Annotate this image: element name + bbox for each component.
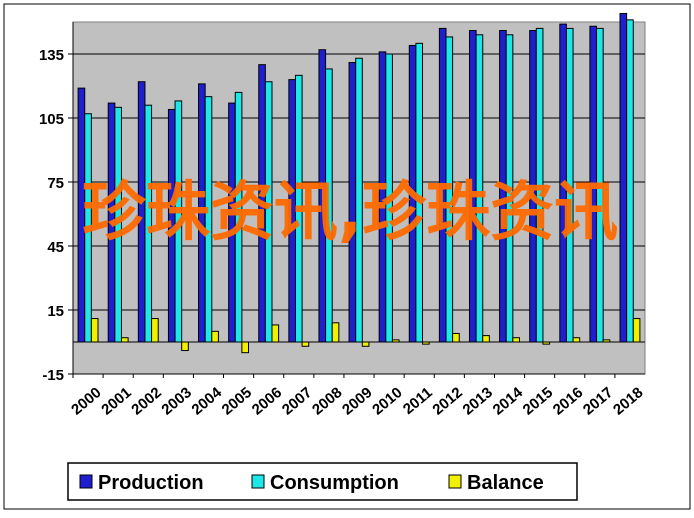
bar-consumption (174, 100, 183, 343)
bar-consumption (294, 74, 303, 343)
bar-consumption (415, 42, 424, 343)
bar-consumption (234, 91, 243, 343)
bar-balance (542, 341, 551, 345)
bar-production (438, 27, 447, 343)
bar-consumption (355, 57, 363, 343)
bar-balance (482, 335, 490, 343)
legend (67, 462, 578, 501)
bar-production (559, 23, 567, 343)
bar-production (258, 64, 266, 343)
bar-consumption (505, 34, 514, 343)
bar-consumption (264, 81, 273, 343)
bar-production (408, 44, 417, 343)
bar-production (107, 102, 116, 343)
bar-balance (572, 337, 581, 343)
bar-production (198, 83, 206, 343)
y-tick-label: -15 (42, 367, 64, 384)
bar-consumption (84, 113, 92, 343)
bar-balance (271, 324, 280, 343)
bar-balance (422, 341, 430, 345)
bar-balance (151, 318, 159, 343)
y-tick-label: 135 (39, 47, 64, 64)
bar-balance (361, 341, 370, 347)
bar-balance (632, 318, 641, 343)
bar-balance (301, 341, 310, 347)
bar-production (378, 51, 387, 343)
bar-production (619, 12, 628, 343)
bar-consumption (114, 106, 122, 343)
bar-balance (512, 337, 520, 343)
bar-production (228, 102, 236, 343)
legend-label-consumption: Consumption (270, 472, 399, 494)
bar-production (288, 79, 296, 343)
bar-production (589, 25, 598, 343)
y-tick-label: 75 (47, 175, 64, 192)
legend-swatch-balance (448, 474, 462, 489)
bar-balance (181, 341, 189, 352)
bar-production (468, 30, 477, 343)
bar-consumption (475, 34, 484, 343)
bar-production (529, 30, 537, 343)
bar-consumption (596, 27, 604, 343)
y-tick-label: 15 (47, 303, 64, 320)
bar-consumption (144, 104, 153, 343)
bar-balance (452, 332, 460, 343)
bar-production (348, 62, 357, 343)
bar-balance (331, 322, 340, 343)
bar-balance (602, 339, 611, 343)
legend-label-balance: Balance (467, 472, 544, 494)
bar-balance (211, 330, 219, 343)
legend-swatch-production (79, 474, 93, 489)
bar-consumption (325, 68, 333, 343)
legend-label-production: Production (98, 472, 204, 494)
bar-production (77, 87, 86, 343)
bar-consumption (535, 27, 544, 343)
bar-production (137, 81, 146, 343)
y-tick-label: 45 (47, 239, 64, 256)
bar-consumption (445, 36, 454, 343)
bar-consumption (385, 53, 393, 343)
bar-consumption (204, 96, 213, 343)
bar-consumption (626, 19, 634, 343)
bar-balance (241, 341, 250, 354)
bar-production (318, 49, 327, 343)
bar-balance (120, 337, 129, 343)
bar-balance (90, 318, 99, 343)
bar-balance (391, 339, 400, 343)
y-tick-label: 105 (39, 111, 64, 128)
bar-production (167, 108, 176, 343)
bar-consumption (565, 27, 574, 343)
bar-production (499, 30, 507, 343)
legend-swatch-consumption (251, 474, 265, 489)
